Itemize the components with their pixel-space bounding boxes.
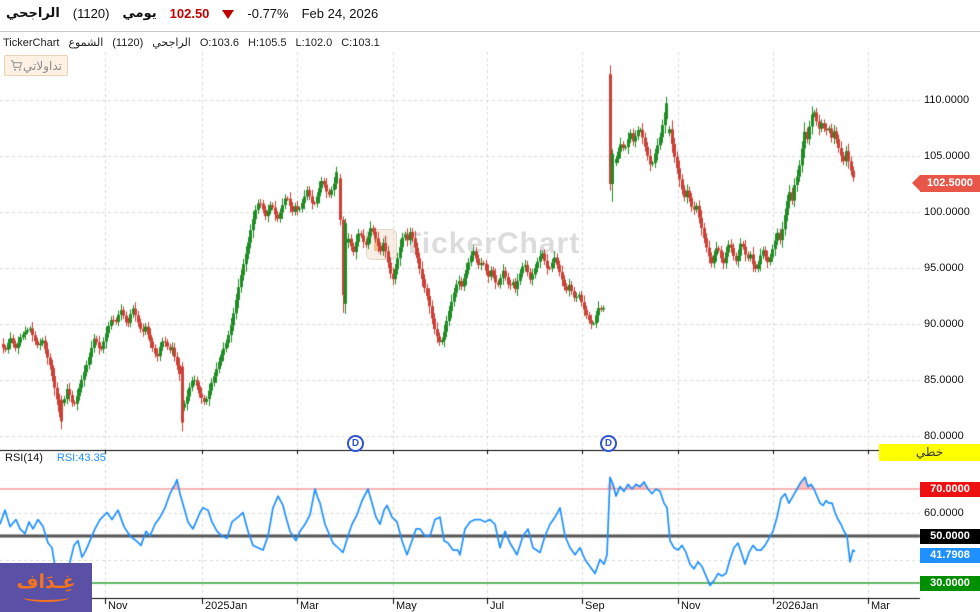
my-trades-button[interactable]: تداولاتي — [4, 55, 68, 76]
rsi-header: RSI(14) RSI:43.35 — [5, 452, 106, 464]
time-axis-label: Sep — [585, 600, 605, 612]
rsi-axis-badge: 41.7908 — [920, 547, 980, 563]
symbol-header: الراجحي (1120) يومي 102.50 -0.77% Feb 24… — [6, 5, 378, 21]
brand-label: TickerChart — [3, 36, 60, 49]
rsi-axis-badge: 70.0000 — [920, 481, 980, 497]
price-axis-label: 100.0000 — [924, 206, 970, 218]
change-percent: -0.77% — [247, 5, 289, 21]
time-axis-label: Jul — [490, 600, 505, 612]
ohlc-close: C:103.1 — [341, 36, 380, 49]
rsi-indicator-label: RSI(14) — [5, 452, 43, 464]
price-axis-label: 95.0000 — [924, 262, 964, 274]
info-symbol-name: الراجحي — [152, 37, 191, 49]
time-axis-label: May — [396, 600, 417, 612]
price-axis-label: 80.0000 — [924, 430, 964, 442]
price-axis-label: 110.0000 — [924, 94, 970, 106]
rsi-axis-badge: 50.0000 — [920, 528, 980, 544]
time-axis-label: Mar — [300, 600, 319, 612]
rsi-current-value: RSI:43.35 — [56, 452, 106, 464]
scale-type-badge[interactable]: خطي — [879, 444, 980, 461]
symbol-code: (1120) — [72, 5, 110, 21]
broker-logo: غِـدَاف — [0, 563, 92, 612]
info-symbol-code: (1120) — [112, 36, 144, 49]
time-axis-label: Nov — [108, 600, 128, 612]
logo-swoosh — [23, 593, 69, 602]
timeframe-label: يومي — [122, 5, 157, 20]
ohlc-open: O:103.6 — [199, 36, 239, 49]
time-axis-label: 2026Jan — [776, 600, 819, 612]
chart-style-label: الشموع — [68, 37, 104, 49]
time-axis-label: Nov — [681, 600, 701, 612]
last-price: 102.50 — [169, 5, 210, 21]
ohlc-high: H:105.5 — [248, 36, 287, 49]
price-down-triangle-icon — [222, 9, 235, 19]
time-axis-label: 2025Jan — [205, 600, 248, 612]
price-axis-label: 105.0000 — [924, 150, 970, 162]
quote-date: Feb 24, 2026 — [301, 5, 379, 21]
rsi-axis-badge: 30.0000 — [920, 575, 980, 591]
dividend-marker[interactable]: D — [347, 435, 364, 452]
time-axis-label: Mar — [871, 600, 890, 612]
current-price-badge: 102.5000 — [912, 175, 980, 192]
ohlc-low: L:102.0 — [295, 36, 333, 49]
chart-info-bar: TickerChart الشموع (1120) الراجحي O:103.… — [3, 36, 380, 50]
my-trades-label: تداولاتي — [23, 58, 62, 73]
header-divider — [0, 31, 980, 32]
broker-logo-text: غِـدَاف — [16, 572, 76, 593]
price-axis-label: 90.0000 — [924, 318, 964, 330]
cart-icon — [10, 60, 23, 71]
dividend-marker[interactable]: D — [600, 435, 617, 452]
rsi-axis-label: 60.0000 — [924, 506, 964, 519]
symbol-name: الراجحي — [6, 5, 60, 20]
price-axis-label: 85.0000 — [924, 374, 964, 386]
